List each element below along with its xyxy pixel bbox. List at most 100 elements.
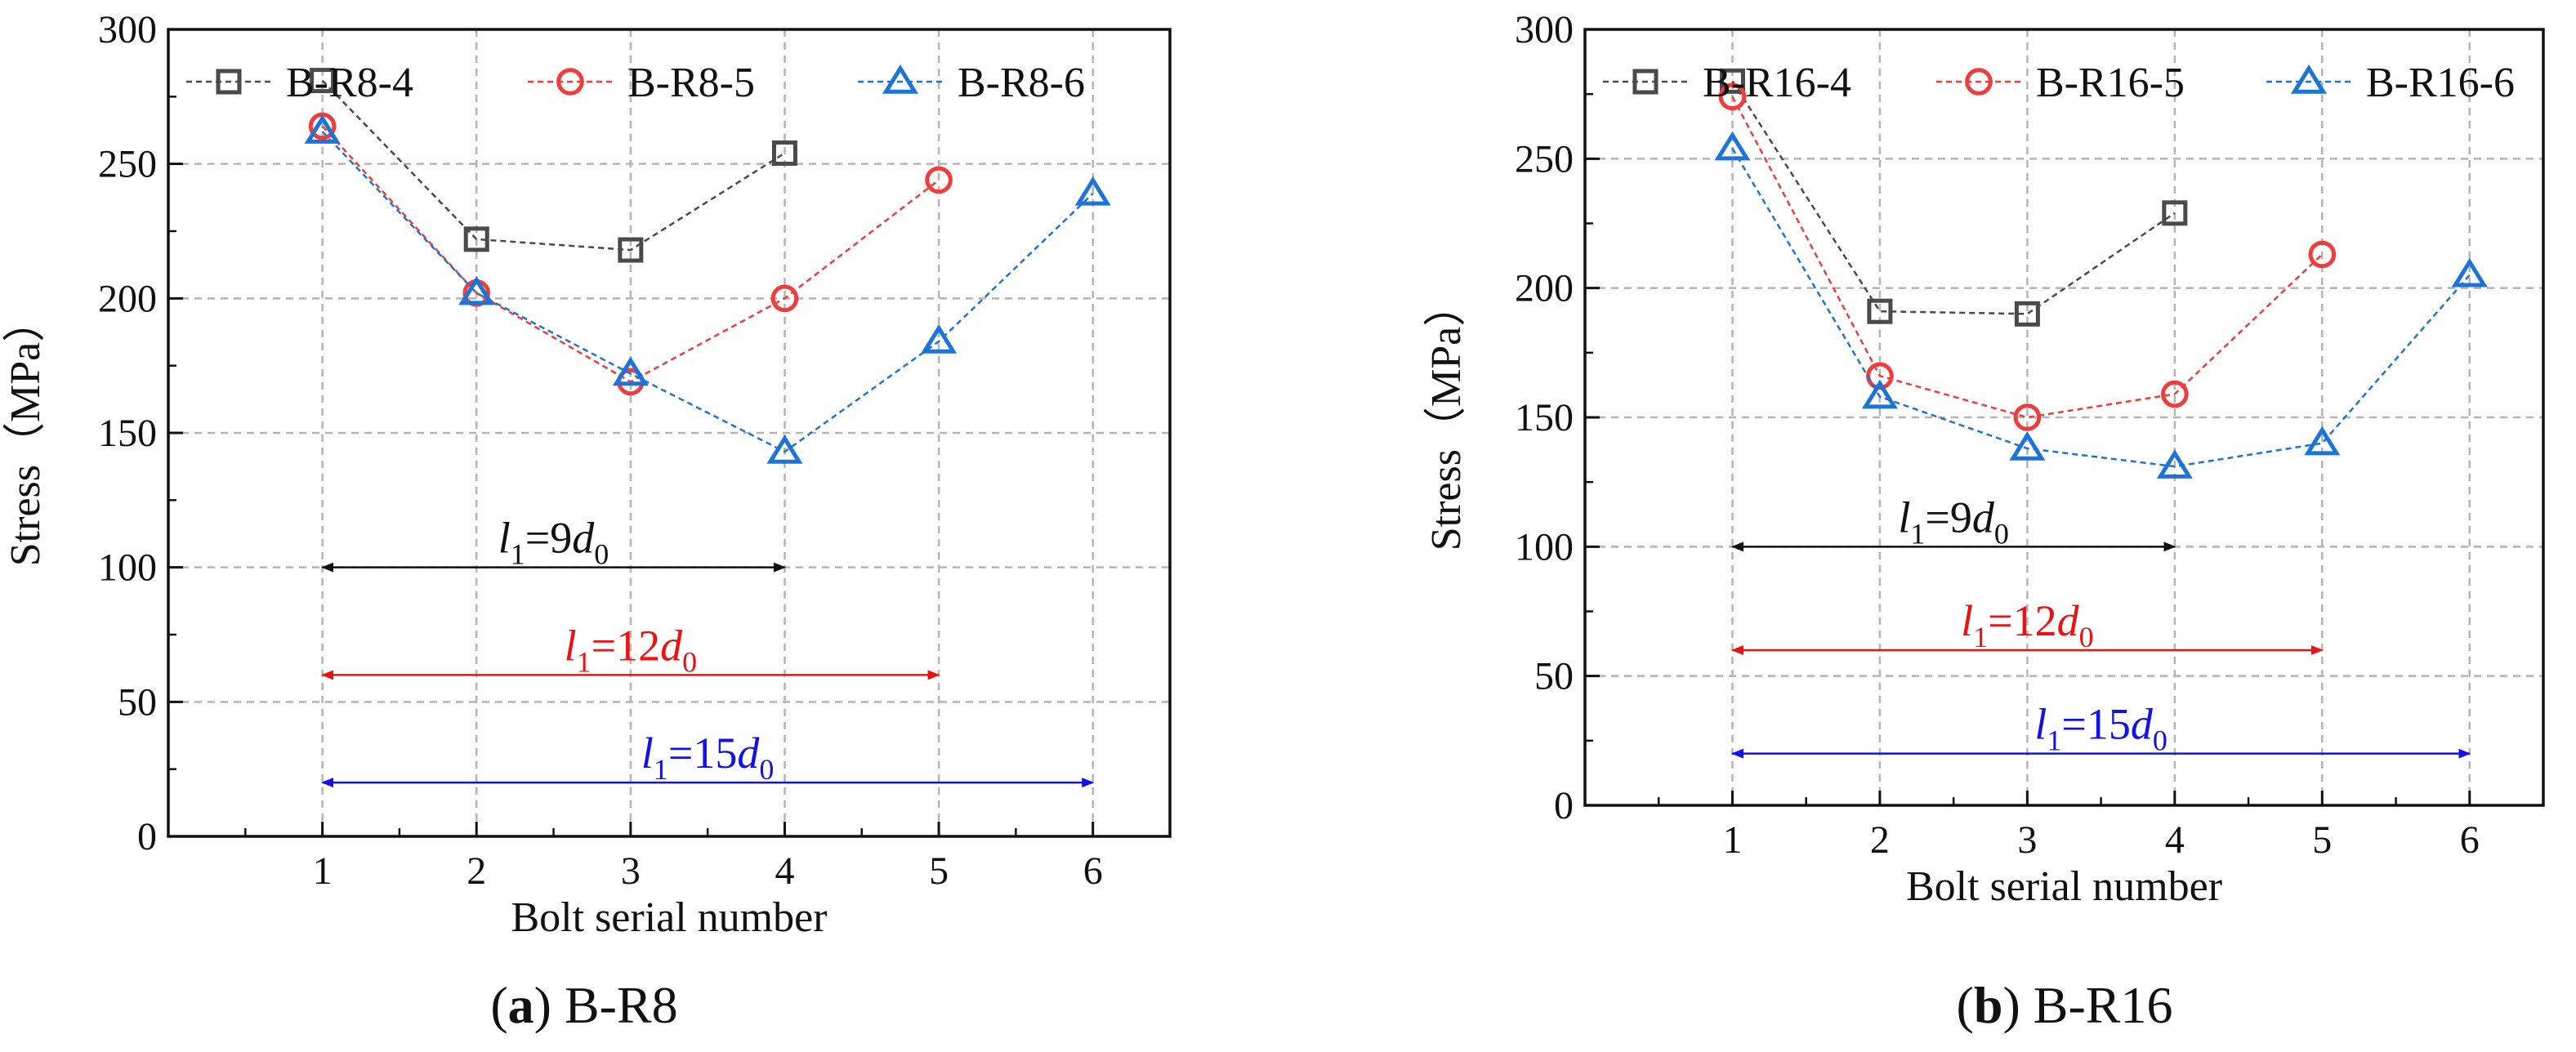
data-point-square bbox=[1719, 68, 1745, 94]
data-point-circle bbox=[1965, 68, 1993, 96]
data-point-square bbox=[2014, 301, 2040, 327]
y-axis-label: Stress（MPa） bbox=[1423, 284, 1470, 551]
x-tick-label: 4 bbox=[2165, 818, 2185, 862]
diameter-symbol: d bbox=[1972, 493, 1995, 542]
x-tick-label: 2 bbox=[1870, 818, 1890, 862]
data-point-triangle bbox=[304, 114, 341, 144]
length-symbol: l bbox=[1898, 493, 1910, 542]
gridlines bbox=[168, 29, 1170, 836]
length-coefficient: 15 bbox=[693, 729, 737, 778]
x-axis-label: Bolt serial number bbox=[1906, 863, 2222, 910]
caption-paren-open: ( bbox=[1957, 976, 1974, 1034]
equals-sign: = bbox=[525, 514, 550, 563]
data-point-triangle bbox=[1074, 176, 1111, 206]
data-point-triangle bbox=[2290, 64, 2328, 94]
series-B-R8-6 bbox=[304, 114, 1111, 464]
series-B-R16-4 bbox=[1719, 68, 2188, 327]
y-tick-label: 150 bbox=[1515, 396, 1574, 439]
y-tick-label: 300 bbox=[98, 8, 157, 51]
x-tick-label: 2 bbox=[467, 849, 486, 893]
diameter-symbol: d bbox=[660, 621, 683, 670]
length-subscript: 1 bbox=[1910, 517, 1925, 550]
data-point-triangle bbox=[921, 324, 958, 354]
data-point-circle bbox=[925, 166, 953, 194]
x-tick-label: 3 bbox=[621, 849, 641, 893]
length-symbol: l bbox=[2034, 700, 2047, 749]
diameter-subscript: 0 bbox=[2079, 621, 2094, 653]
equals-sign: = bbox=[1925, 493, 1949, 542]
data-point-triangle bbox=[2156, 449, 2193, 479]
data-point-square bbox=[2162, 200, 2188, 226]
y-tick-label: 250 bbox=[1515, 137, 1574, 181]
series-line bbox=[1731, 148, 2471, 468]
series-line bbox=[1731, 96, 2324, 419]
data-point-square bbox=[771, 140, 797, 166]
data-point-circle bbox=[556, 68, 584, 96]
data-point-triangle bbox=[1714, 131, 1751, 161]
series-line bbox=[321, 131, 1094, 453]
series-B-R8-4 bbox=[310, 68, 797, 263]
y-tick-label: 50 bbox=[1534, 655, 1574, 698]
y-tick-label: 100 bbox=[1515, 525, 1574, 568]
x-tick-label: 5 bbox=[929, 849, 949, 893]
x-axis-label: Bolt serial number bbox=[511, 894, 827, 941]
legend: B-R16-4 B-R16-5 B-R16-6 bbox=[1603, 60, 2515, 106]
data-point-triangle bbox=[2451, 257, 2488, 288]
length-subscript: 1 bbox=[511, 538, 525, 571]
legend-label: B-R16-4 bbox=[1703, 60, 1851, 106]
legend-label: B-R16-5 bbox=[2036, 60, 2185, 106]
length-subscript: 1 bbox=[2047, 724, 2061, 757]
caption-paren-close: ) bbox=[2002, 976, 2020, 1034]
x-tick-label: 1 bbox=[313, 849, 333, 893]
data-point-triangle bbox=[766, 435, 803, 464]
y-tick-label: 0 bbox=[1554, 784, 1574, 827]
legend-label: B-R8-5 bbox=[627, 60, 755, 106]
legend: B-R8-4 B-R8-5 B-R8-6 bbox=[186, 60, 1085, 106]
legend-label: B-R8-4 bbox=[286, 60, 413, 106]
diameter-subscript: 0 bbox=[1994, 517, 2009, 550]
equals-sign: = bbox=[668, 729, 693, 778]
diameter-subscript: 0 bbox=[2153, 724, 2168, 757]
y-tick-label: 100 bbox=[98, 546, 157, 590]
dimension-label: l1=15d0 bbox=[2034, 700, 2167, 757]
dimension-label: l1=12d0 bbox=[1961, 596, 2093, 653]
y-tick-label: 50 bbox=[118, 680, 157, 724]
data-point-circle bbox=[2308, 240, 2337, 269]
y-tick-label: 250 bbox=[98, 143, 157, 186]
length-subscript: 1 bbox=[1973, 621, 1988, 653]
data-point-triangle bbox=[2304, 426, 2341, 456]
panel-caption: (a) B-R8 bbox=[490, 976, 677, 1034]
caption-paren-close: ) bbox=[534, 976, 551, 1034]
x-tick-label: 6 bbox=[2460, 818, 2480, 862]
y-tick-label: 200 bbox=[1515, 267, 1574, 310]
diameter-symbol: d bbox=[2057, 596, 2080, 645]
data-point-square bbox=[1867, 298, 1893, 324]
dimension-annotation: l1=15d0 bbox=[1730, 700, 2471, 759]
caption-text: B-R8 bbox=[551, 976, 678, 1034]
legend-item: B-R16-6 bbox=[2266, 60, 2515, 106]
equals-sign: = bbox=[1988, 596, 2012, 645]
dimension-annotation: l1=12d0 bbox=[1730, 596, 2324, 655]
series-B-R16-5 bbox=[1718, 82, 2337, 431]
dimension-label: l1=15d0 bbox=[641, 729, 774, 786]
length-subscript: 1 bbox=[577, 645, 592, 678]
legend-item: B-R16-5 bbox=[1936, 60, 2185, 106]
data-point-square bbox=[1632, 69, 1659, 95]
diameter-subscript: 0 bbox=[759, 753, 774, 786]
data-point-circle bbox=[1718, 82, 1747, 111]
series-line bbox=[1731, 80, 2176, 315]
data-point-triangle bbox=[1861, 379, 1898, 409]
data-point-square bbox=[310, 68, 336, 94]
data-point-square bbox=[216, 69, 242, 95]
data-point-triangle bbox=[882, 64, 919, 94]
y-tick-label: 300 bbox=[1515, 8, 1574, 51]
length-symbol: l bbox=[498, 514, 511, 563]
legend-item: B-R8-5 bbox=[528, 60, 755, 106]
panel-caption: (b) B-R16 bbox=[1957, 976, 2173, 1034]
dimension-annotation: l1=12d0 bbox=[321, 621, 940, 680]
caption-letter: b bbox=[1974, 976, 2003, 1034]
dimension-annotation: l1=9d0 bbox=[1730, 493, 2176, 552]
